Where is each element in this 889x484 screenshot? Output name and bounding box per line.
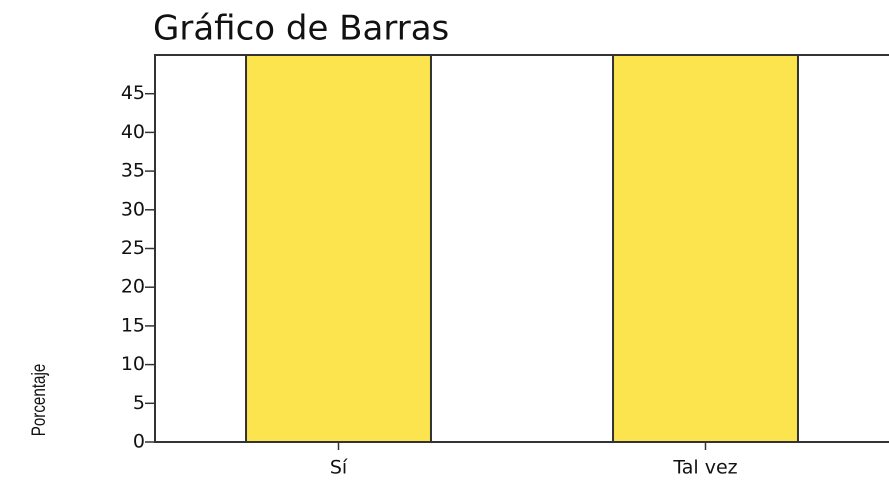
chart-title: Gráfico de Barras bbox=[153, 9, 449, 49]
bar bbox=[612, 54, 799, 443]
y-tick-label: 45 bbox=[121, 82, 145, 104]
y-tick-label: 15 bbox=[121, 314, 145, 336]
y-tick-label: 25 bbox=[121, 237, 145, 259]
y-tick-label: 35 bbox=[121, 160, 145, 182]
y-tick-label: 5 bbox=[133, 392, 145, 414]
y-axis-label: Porcentaje bbox=[27, 364, 49, 437]
y-tick-label: 40 bbox=[121, 121, 145, 143]
y-tick-label: 10 bbox=[121, 353, 145, 375]
y-tick-label: 30 bbox=[121, 198, 145, 220]
x-tick-label: Sí bbox=[330, 457, 348, 479]
x-tick-label: Tal vez bbox=[672, 457, 737, 479]
bar bbox=[245, 54, 432, 443]
y-tick-label: 0 bbox=[133, 431, 145, 453]
y-tick-label: 20 bbox=[121, 276, 145, 298]
